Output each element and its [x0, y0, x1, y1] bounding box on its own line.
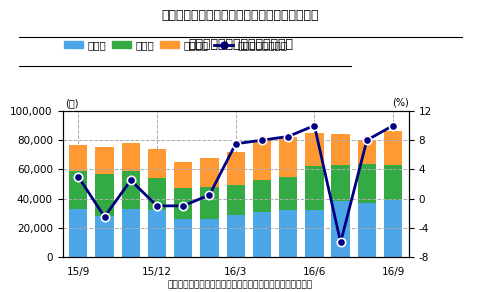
Bar: [200, 187, 218, 219]
Legend: 貳　家, 持　家, 分譲住宅, 前年同期比（右）: 貳 家, 持 家, 分譲住宅, 前年同期比（右）: [64, 40, 287, 50]
Bar: [95, 174, 113, 216]
Bar: [147, 149, 166, 178]
Bar: [226, 152, 244, 185]
Bar: [305, 133, 323, 166]
Bar: [278, 137, 297, 177]
Bar: [95, 147, 113, 174]
Text: (户): (户): [65, 98, 79, 108]
Bar: [200, 219, 218, 257]
Bar: [226, 185, 244, 215]
Bar: [69, 209, 87, 257]
Bar: [383, 200, 401, 257]
Bar: [305, 210, 323, 257]
Bar: [174, 162, 192, 188]
Bar: [121, 171, 140, 209]
Bar: [69, 171, 87, 209]
Bar: [252, 180, 271, 212]
Text: （出所：国土交通省より住友商事グローバルリサーチ作成）: （出所：国土交通省より住友商事グローバルリサーチ作成）: [168, 280, 312, 289]
Bar: [383, 165, 401, 200]
Bar: [147, 210, 166, 257]
Bar: [357, 203, 375, 257]
Bar: [226, 215, 244, 257]
Bar: [121, 209, 140, 257]
Bar: [121, 143, 140, 171]
Text: (%): (%): [391, 97, 408, 107]
Bar: [357, 164, 375, 203]
Bar: [174, 188, 192, 219]
Bar: [278, 210, 297, 257]
Bar: [331, 134, 349, 165]
Text: 空き家率の上昇が懸念される。: 空き家率の上昇が懸念される。: [188, 38, 292, 51]
Bar: [331, 165, 349, 201]
Text: 堅調な住宅着工は貳家建築が水準を押し上げ、: 堅調な住宅着工は貳家建築が水準を押し上げ、: [161, 9, 319, 22]
Bar: [357, 140, 375, 164]
Bar: [305, 166, 323, 210]
Bar: [278, 177, 297, 210]
Bar: [95, 216, 113, 257]
Bar: [147, 178, 166, 210]
Bar: [69, 145, 87, 171]
Bar: [200, 158, 218, 187]
Bar: [252, 212, 271, 257]
Bar: [174, 219, 192, 257]
Bar: [252, 140, 271, 180]
Bar: [331, 201, 349, 257]
Bar: [383, 131, 401, 165]
